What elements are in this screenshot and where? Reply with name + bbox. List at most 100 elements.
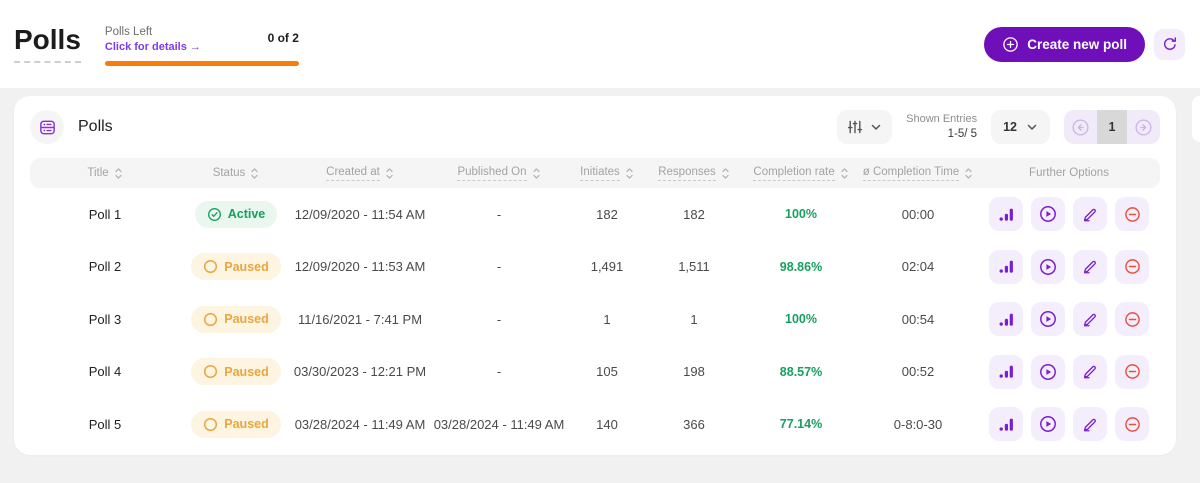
- column-label: Title: [87, 167, 109, 179]
- edit-button[interactable]: [1073, 407, 1107, 442]
- statistics-button[interactable]: [989, 407, 1023, 442]
- initiates: 105: [596, 364, 618, 380]
- page-size-select[interactable]: 12: [991, 110, 1050, 144]
- bar-chart-icon: [998, 311, 1015, 328]
- shown-entries-label: Shown Entries: [906, 112, 978, 125]
- statistics-button[interactable]: [989, 354, 1023, 389]
- responses: 1: [690, 311, 698, 327]
- edit-button[interactable]: [1073, 249, 1107, 284]
- column-label: Published On: [457, 166, 527, 181]
- edit-button[interactable]: [1073, 197, 1107, 232]
- plus-circle-icon: [1002, 36, 1019, 53]
- circle-icon: [203, 312, 218, 327]
- refresh-icon: [1161, 35, 1179, 53]
- polls-left-details-link[interactable]: Click for details →: [104, 40, 201, 53]
- circle-icon: [203, 364, 218, 379]
- sort-icon: [250, 167, 259, 180]
- status-label: Paused: [224, 259, 269, 274]
- sort-icon: [114, 167, 123, 180]
- status-badge: Paused: [191, 410, 281, 438]
- play-button[interactable]: [1031, 249, 1065, 284]
- further-options-cell: [978, 302, 1160, 337]
- delete-button[interactable]: [1115, 407, 1149, 442]
- status-badge: Paused: [191, 253, 281, 281]
- further-options-cell: [978, 197, 1160, 232]
- status-cell: Paused: [180, 305, 292, 333]
- arrow-left-circle-icon: [1071, 118, 1090, 137]
- circle-icon: [203, 259, 218, 274]
- pencil-icon: [1082, 416, 1099, 433]
- table-body: Poll 1 Active 12/09/2020 - 11:54 AM - 182 182…: [30, 188, 1160, 451]
- sort-icon: [964, 167, 973, 180]
- refresh-button[interactable]: [1154, 28, 1185, 60]
- poll-title: Poll 2: [88, 259, 122, 275]
- status-cell: Paused: [180, 253, 292, 281]
- polls-left-progressbar: [104, 61, 299, 67]
- minus-circle-icon: [1124, 311, 1141, 328]
- check-circle-icon: [207, 207, 222, 222]
- column-header-published-on[interactable]: Published On: [428, 166, 570, 181]
- delete-button[interactable]: [1115, 302, 1149, 337]
- poll-title: Poll 5: [88, 416, 122, 432]
- play-button[interactable]: [1031, 302, 1065, 337]
- previous-page-button[interactable]: [1064, 110, 1097, 144]
- completion-rate: 77.14%: [779, 417, 823, 432]
- play-button[interactable]: [1031, 354, 1065, 389]
- column-header-created-at[interactable]: Created at: [292, 166, 428, 181]
- edit-button[interactable]: [1073, 302, 1107, 337]
- created-at: 12/09/2020 - 11:53 AM: [294, 259, 426, 275]
- created-at: 03/28/2024 - 11:49 AM: [294, 416, 426, 432]
- table-row: Poll 4 Paused 03/30/2023 - 12:21 PM - 105 198…: [30, 346, 1160, 399]
- sliders-icon: [847, 119, 863, 135]
- status-cell: Active: [180, 200, 292, 228]
- sort-icon: [385, 167, 394, 180]
- responses: 198: [683, 364, 705, 380]
- poll-title: Poll 4: [88, 364, 122, 380]
- column-header-completion-rate[interactable]: Completion rate: [744, 166, 858, 181]
- initiates: 140: [596, 416, 618, 432]
- status-badge: Paused: [191, 305, 281, 333]
- completion-time: 00:00: [901, 206, 935, 222]
- status-cell: Paused: [180, 410, 292, 438]
- create-new-poll-button[interactable]: Create new poll: [984, 26, 1145, 62]
- play-circle-icon: [1039, 205, 1057, 223]
- play-button[interactable]: [1031, 197, 1065, 232]
- responses: 1,511: [678, 259, 710, 275]
- filter-button[interactable]: [837, 110, 893, 144]
- delete-button[interactable]: [1115, 249, 1149, 284]
- column-header-responses[interactable]: Responses: [644, 166, 744, 181]
- column-header-status[interactable]: Status: [180, 167, 292, 180]
- table-row: Poll 5 Paused 03/28/2024 - 11:49 AM 03/28/2…: [30, 398, 1160, 451]
- column-label: Responses: [658, 166, 716, 181]
- completion-rate: 88.57%: [779, 364, 823, 379]
- status-label: Paused: [224, 312, 269, 327]
- delete-button[interactable]: [1115, 197, 1149, 232]
- delete-button[interactable]: [1115, 354, 1149, 389]
- polls-card: Polls Shown Entries 1-5/ 5 12: [14, 96, 1176, 455]
- statistics-button[interactable]: [989, 197, 1023, 232]
- statistics-button[interactable]: [989, 302, 1023, 337]
- edit-button[interactable]: [1073, 354, 1107, 389]
- poll-title: Poll 1: [88, 206, 122, 222]
- statistics-button[interactable]: [989, 249, 1023, 284]
- initiates: 1,491: [590, 259, 624, 275]
- play-circle-icon: [1039, 415, 1057, 433]
- column-header-title[interactable]: Title: [30, 167, 180, 180]
- polls-section-icon: [30, 110, 64, 144]
- play-circle-icon: [1039, 310, 1057, 328]
- chevron-down-icon: [870, 121, 882, 133]
- page-title: Polls: [14, 25, 81, 63]
- next-page-button[interactable]: [1127, 110, 1160, 144]
- initiates: 1: [603, 311, 611, 327]
- shown-entries-value: 1-5/ 5: [947, 127, 978, 140]
- status-label: Paused: [224, 417, 269, 432]
- pagination: 1: [1064, 110, 1160, 144]
- current-page[interactable]: 1: [1097, 110, 1127, 144]
- column-header-completion-time[interactable]: ø Completion Time: [858, 166, 978, 181]
- adjacent-card-edge: [1192, 96, 1200, 142]
- bar-chart-icon: [998, 258, 1015, 275]
- column-header-initiates[interactable]: Initiates: [570, 166, 644, 181]
- play-button[interactable]: [1031, 407, 1065, 442]
- card-title: Polls: [78, 118, 113, 135]
- table-header-row: Title Status Created at Published On Initiat…: [30, 158, 1160, 188]
